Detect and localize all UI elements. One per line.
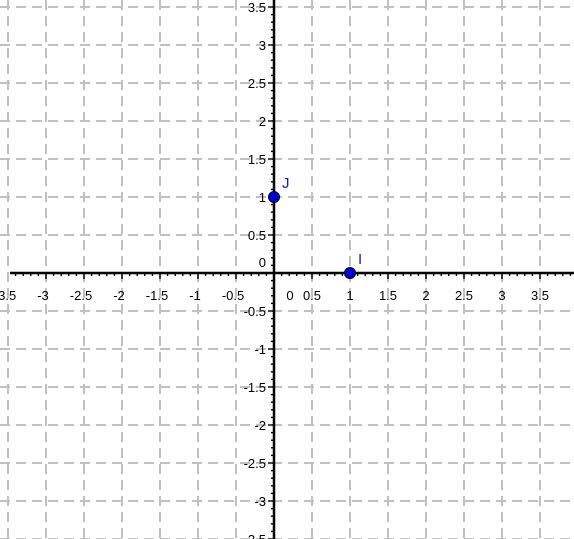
y-tick-label: -1.5	[244, 380, 266, 395]
x-tick-label: -2	[113, 288, 125, 303]
y-tick-label: 1.5	[248, 152, 266, 167]
x-tick-label: -3.5	[0, 288, 16, 303]
point-label-I: I	[358, 251, 362, 268]
points[interactable]: IJ	[268, 175, 363, 279]
axis-ticks	[14, 6, 572, 539]
y-tick-label: -1	[254, 342, 266, 357]
y-tick-label: 2.5	[248, 76, 266, 91]
y-tick-label: -2	[254, 418, 266, 433]
x-tick-label: -3	[37, 288, 49, 303]
point-label-J: J	[282, 175, 290, 192]
x-tick-label: -1.5	[146, 288, 168, 303]
y-tick-label: 3	[259, 38, 266, 53]
y-tick-label: 0.5	[248, 228, 266, 243]
x-tick-label: 1	[346, 288, 353, 303]
y-tick-label: 2	[259, 114, 266, 129]
x-tick-label: -0.5	[222, 288, 244, 303]
y-tick-label: -3.5	[244, 532, 266, 539]
y-tick-label: -3	[254, 494, 266, 509]
x-tick-label: 1.5	[379, 288, 397, 303]
y-tick-label: -0.5	[244, 304, 266, 319]
point-J[interactable]	[268, 191, 280, 203]
y-tick-label: 3.5	[248, 0, 266, 15]
point-I[interactable]	[344, 267, 356, 279]
tick-labels: -3.5 -3 -2.5 -2 -1.5 -1 -0.5 0 0.5 1 1.5 2 2.5 3 3.5 -3…	[0, 0, 549, 539]
x-tick-label: 2.5	[455, 288, 473, 303]
axes	[10, 0, 574, 539]
y-tick-label: 0	[259, 255, 266, 270]
x-tick-label: 0.5	[303, 288, 321, 303]
x-tick-label: 2	[422, 288, 429, 303]
y-tick-label: 1	[259, 190, 266, 205]
x-tick-label: -2.5	[70, 288, 92, 303]
x-tick-label: 3	[498, 288, 505, 303]
x-tick-label: 3.5	[531, 288, 549, 303]
y-tick-label: -2.5	[244, 456, 266, 471]
x-tick-label: 0	[286, 288, 293, 303]
x-tick-label: -1	[189, 288, 201, 303]
